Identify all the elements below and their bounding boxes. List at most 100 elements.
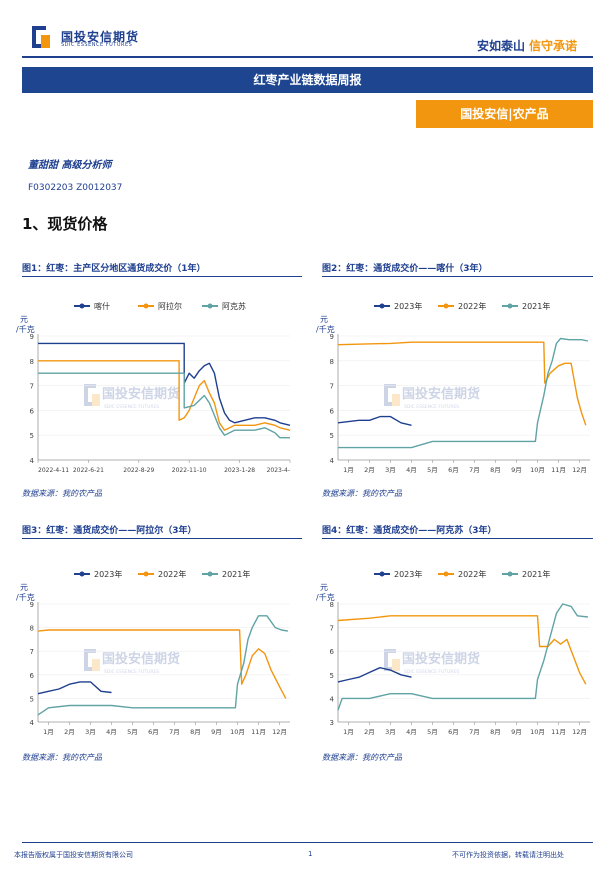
watermark-logo-accent <box>392 659 400 671</box>
legend-label: 2022年 <box>158 569 186 579</box>
unit-label-top: 元 <box>20 583 28 592</box>
y-tick-label: 4 <box>330 695 335 703</box>
watermark-text: 国投安信期货 <box>102 651 180 667</box>
x-tick-label: 8月 <box>490 728 501 736</box>
y-tick-label: 3 <box>330 719 334 727</box>
watermark-logo <box>84 384 96 406</box>
legend-marker <box>507 303 513 309</box>
legend-item: 2022年 <box>438 569 486 579</box>
legend-item: 2023年 <box>374 569 422 579</box>
y-tick-label: 9 <box>30 333 34 341</box>
x-tick-label: 6月 <box>448 728 459 736</box>
watermark-subtext: SDIC ESSENCE FUTURES <box>104 669 159 675</box>
x-tick-label: 7月 <box>469 466 480 474</box>
x-tick-label: 2022-6-21 <box>73 467 104 474</box>
x-tick-label: 1月 <box>343 466 354 474</box>
figure-4-source: 数据来源：我的农产品 <box>322 753 402 762</box>
legend-label: 2021年 <box>522 569 550 579</box>
x-tick-label: 3月 <box>385 728 396 736</box>
figure-2-title: 图2：红枣：通货成交价——喀什（3年） <box>322 264 488 274</box>
x-tick-label: 4月 <box>406 728 417 736</box>
legend-marker <box>507 571 513 577</box>
analyst-license-codes: F0302203 Z0012037 <box>28 183 123 193</box>
legend-marker <box>379 303 385 309</box>
figure-2-rule <box>322 276 593 277</box>
watermark-subtext: SDIC ESSENCE FUTURES <box>404 404 459 410</box>
x-tick-label: 10月 <box>230 728 245 736</box>
watermark-logo-accent <box>392 394 400 406</box>
series-line-1 <box>38 342 291 426</box>
slogan-part-a: 安如泰山 <box>476 39 525 53</box>
x-tick-label: 12月 <box>572 466 587 474</box>
x-tick-label: 11月 <box>251 728 266 736</box>
x-tick-label: 5月 <box>427 728 438 736</box>
y-tick-label: 9 <box>330 333 334 341</box>
x-tick-label: 2022-4-11 <box>38 467 69 474</box>
watermark-subtext: SDIC ESSENCE FUTURES <box>404 669 459 675</box>
x-tick-label: 9月 <box>511 728 522 736</box>
x-tick-label: 2月 <box>64 728 75 736</box>
y-tick-label: 6 <box>30 407 35 415</box>
series-line-2 <box>38 360 291 431</box>
legend-item: 2021年 <box>502 301 550 311</box>
series-line-1 <box>337 415 412 426</box>
x-tick-label: 3月 <box>385 466 396 474</box>
slogan: 安如泰山 信守承诺 <box>477 37 577 54</box>
unit-label-bottom: /千克 <box>16 592 35 602</box>
legend-item: 2021年 <box>202 569 250 579</box>
watermark-text: 国投安信期货 <box>102 386 180 402</box>
y-tick-label: 7 <box>330 383 334 391</box>
legend-marker <box>379 571 385 577</box>
figure-4-rule <box>322 538 593 539</box>
y-tick-label: 5 <box>330 672 334 680</box>
x-tick-label: 2月 <box>364 728 375 736</box>
y-tick-label: 6 <box>330 648 335 656</box>
x-tick-label: 2022-8-29 <box>123 467 154 474</box>
y-tick-label: 8 <box>30 358 34 366</box>
watermark-text: 国投安信期货 <box>402 651 480 667</box>
legend-label: 2023年 <box>394 569 422 579</box>
legend-marker <box>207 571 213 577</box>
legend-marker <box>207 303 213 309</box>
figure-1-title: 图1：红枣：主产区分地区通货成交价（1年） <box>22 264 206 274</box>
unit-label-bottom: /千克 <box>16 324 35 334</box>
legend-label: 阿拉尔 <box>158 301 182 311</box>
x-tick-label: 8月 <box>490 466 501 474</box>
legend-label: 2022年 <box>458 301 486 311</box>
y-tick-label: 5 <box>330 432 334 440</box>
legend-marker <box>143 303 149 309</box>
report-title: 红枣产业链数据周报 <box>22 67 593 93</box>
y-tick-label: 7 <box>30 648 34 656</box>
series-line-3 <box>37 615 289 716</box>
x-tick-label: 1月 <box>343 728 354 736</box>
legend-item: 2022年 <box>438 301 486 311</box>
legend-label: 2021年 <box>522 301 550 311</box>
series-line-1 <box>37 681 112 695</box>
footer-copyright: 本报告版权属于国投安信期货有限公司 <box>14 851 133 859</box>
legend-item: 2023年 <box>374 301 422 311</box>
legend-item: 2022年 <box>138 569 186 579</box>
legend-marker <box>79 571 85 577</box>
company-logo-name: 国投安信期货 <box>61 30 140 44</box>
x-tick-label: 2月 <box>364 466 375 474</box>
legend-item: 2021年 <box>502 569 550 579</box>
y-tick-label: 6 <box>30 672 35 680</box>
footer-disclaimer: 不可作为投资依据，转载请注明出处 <box>452 851 564 859</box>
footer-divider <box>22 842 593 843</box>
watermark-logo <box>384 649 396 671</box>
legend-marker <box>443 303 449 309</box>
x-tick-label: 8月 <box>190 728 201 736</box>
header-divider <box>22 56 593 58</box>
x-tick-label: 3月 <box>85 728 96 736</box>
legend-item: 阿克苏 <box>202 301 246 311</box>
watermark: 国投安信期货 SDIC ESSENCE FUTURES <box>384 649 480 675</box>
x-tick-label: 10月 <box>530 466 545 474</box>
x-tick-label: 2023-1-28 <box>224 467 255 474</box>
legend-label: 阿克苏 <box>222 301 246 311</box>
legend-item: 2023年 <box>74 569 122 579</box>
unit-label-top: 元 <box>320 315 328 324</box>
figure-4-title: 图4：红枣：通货成交价——阿克苏（3年） <box>322 526 497 536</box>
y-tick-label: 9 <box>30 601 34 609</box>
